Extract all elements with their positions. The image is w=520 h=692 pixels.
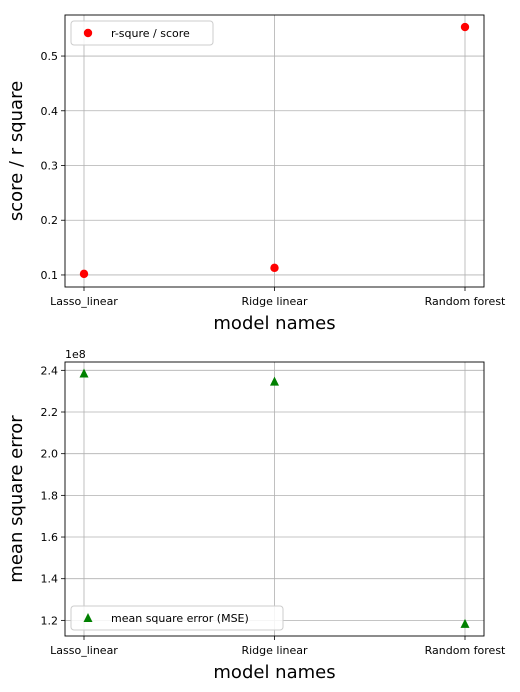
data-point bbox=[270, 263, 279, 273]
y-tick-label: 2.4 bbox=[41, 364, 59, 377]
y-tick-label: 1.6 bbox=[41, 531, 59, 544]
x-tick-label: Lasso_linear bbox=[50, 644, 118, 657]
legend-marker bbox=[83, 28, 93, 38]
y-tick-label: 1.4 bbox=[41, 573, 59, 586]
y-tick-label: 0.2 bbox=[41, 214, 59, 227]
legend-marker bbox=[83, 613, 93, 622]
x-tick-label: Random forest bbox=[425, 644, 506, 657]
x-tick-label: Ridge linear bbox=[241, 644, 308, 657]
legend-label: r-squre / score bbox=[111, 27, 190, 40]
chart-panel-2: 1.2 1.4 1.6 1.8 2.0 2.2 2.4 Lasso_linear Ridge l… bbox=[6, 348, 506, 683]
y-axis-label: score / r square bbox=[6, 81, 27, 221]
y-axis-label: mean square error bbox=[6, 415, 27, 583]
x-tick-label: Random forest bbox=[425, 295, 506, 308]
legend-box bbox=[70, 605, 284, 631]
x-tick-label: Lasso_linear bbox=[50, 295, 118, 308]
y-tick-label: 0.1 bbox=[41, 269, 59, 282]
y-tick-label: 1.8 bbox=[41, 489, 59, 502]
y-tick-label: 1.2 bbox=[41, 614, 59, 627]
data-point bbox=[270, 376, 279, 386]
legend: r-squre / score bbox=[70, 20, 214, 46]
data-point bbox=[460, 22, 470, 32]
legend-box bbox=[70, 20, 214, 46]
x-tick-label: Ridge linear bbox=[241, 295, 308, 308]
legend: mean square error (MSE) bbox=[70, 605, 284, 631]
chart-panel-1: 0.1 0.2 0.3 0.4 0.5 Lasso_linear Ridge linear R… bbox=[6, 14, 506, 334]
y-tick-label: 2.0 bbox=[41, 448, 59, 461]
data-point bbox=[79, 269, 89, 279]
x-axis-label: model names bbox=[213, 662, 335, 683]
data-point bbox=[79, 368, 89, 378]
y-tick-label: 0.4 bbox=[41, 105, 59, 118]
y-offset-label: 1e8 bbox=[65, 348, 86, 361]
y-tick-label: 2.2 bbox=[41, 406, 59, 419]
data-point bbox=[460, 618, 470, 628]
x-axis-label: model names bbox=[213, 313, 335, 334]
y-tick-label: 0.3 bbox=[41, 160, 59, 173]
y-tick-label: 0.5 bbox=[41, 50, 59, 63]
legend-label: mean square error (MSE) bbox=[111, 612, 249, 625]
